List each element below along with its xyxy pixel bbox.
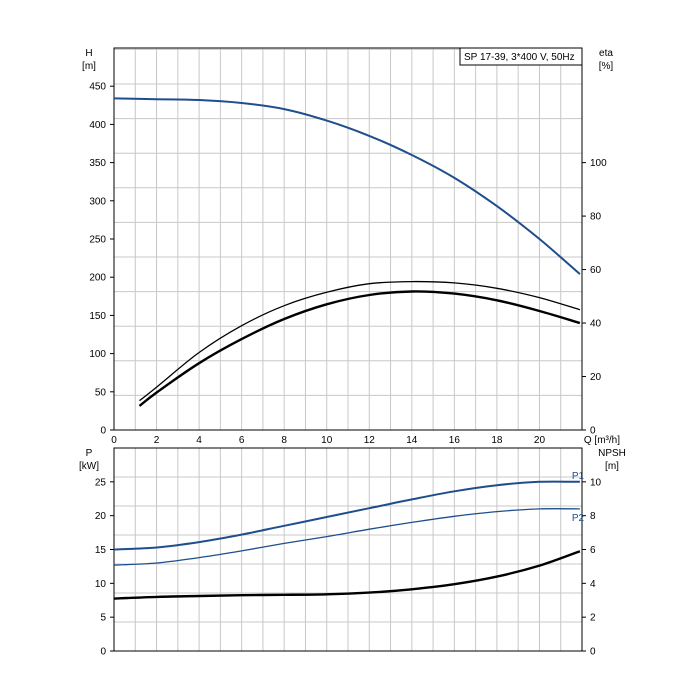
left-tick-label: 20 bbox=[95, 511, 107, 522]
left-tick-label: 250 bbox=[89, 235, 106, 246]
bottom-curves: P1 P2 bbox=[113, 471, 585, 600]
bottom-panel: 0 5 10 15 20 25 0 2 4 6 8 10 P1 P2 P [kW] NPSH [m] bbox=[79, 447, 626, 658]
right-tick-label: 6 bbox=[590, 545, 596, 556]
right-tick-label: 0 bbox=[590, 426, 596, 437]
bottom-tick-labels: 0 5 10 15 20 25 0 2 4 6 8 10 bbox=[95, 477, 602, 657]
x-tick-label: 10 bbox=[321, 435, 333, 446]
right-tick-label: 40 bbox=[590, 319, 602, 330]
top-left-axis-unit: [m] bbox=[82, 61, 96, 72]
right-tick-label: 10 bbox=[590, 477, 602, 488]
left-tick-label: 5 bbox=[100, 613, 106, 624]
top-right-axis-name: eta bbox=[599, 48, 613, 59]
p2-series-line bbox=[113, 508, 580, 566]
top-left-axis-name: H bbox=[85, 48, 92, 59]
chart-title-frame bbox=[459, 47, 583, 66]
top-right-axis-unit: [%] bbox=[599, 61, 614, 72]
top-curves bbox=[113, 97, 581, 407]
right-tick-label: 20 bbox=[590, 372, 602, 383]
left-tick-label: 0 bbox=[100, 647, 106, 658]
series-line bbox=[138, 290, 581, 407]
chart-title: SP 17-39, 3*400 V, 50Hz bbox=[464, 52, 575, 63]
x-tick-label: 12 bbox=[364, 435, 376, 446]
x-tick-label: 4 bbox=[196, 435, 202, 446]
left-tick-label: 50 bbox=[95, 387, 107, 398]
left-tick-label: 25 bbox=[95, 477, 107, 488]
right-tick-label: 100 bbox=[590, 158, 607, 169]
left-tick-label: 0 bbox=[100, 426, 106, 437]
right-tick-label: 4 bbox=[590, 579, 596, 590]
left-tick-label: 350 bbox=[89, 158, 106, 169]
series-line bbox=[113, 97, 581, 275]
x-tick-label: 8 bbox=[281, 435, 287, 446]
x-tick-label: 18 bbox=[491, 435, 503, 446]
bottom-right-axis-name: NPSH bbox=[598, 448, 626, 459]
x-tick-label: 0 bbox=[111, 435, 117, 446]
right-tick-label: 80 bbox=[590, 212, 602, 223]
left-tick-label: 400 bbox=[89, 120, 106, 131]
x-tick-label: 6 bbox=[239, 435, 245, 446]
series-line bbox=[113, 550, 581, 600]
left-tick-label: 450 bbox=[89, 82, 106, 93]
right-tick-label: 2 bbox=[590, 613, 596, 624]
x-tick-label: 16 bbox=[449, 435, 461, 446]
left-tick-label: 300 bbox=[89, 196, 106, 207]
x-tick-label: 14 bbox=[406, 435, 418, 446]
top-tick-labels: 0 50 100 150 200 250 300 350 400 450 0 20 40 60 80 100 0… bbox=[89, 82, 620, 446]
bottom-left-axis-name: P bbox=[86, 448, 93, 459]
top-grid bbox=[114, 48, 582, 430]
series-line bbox=[139, 280, 581, 402]
x-tick-label: 20 bbox=[534, 435, 546, 446]
top-panel: 0 50 100 150 200 250 300 350 400 450 0 20 40 60 80 100 0… bbox=[82, 47, 620, 446]
left-tick-label: 100 bbox=[89, 349, 106, 360]
p1-series-line bbox=[113, 480, 580, 551]
chart-title-box: SP 17-39, 3*400 V, 50Hz bbox=[459, 47, 583, 66]
left-tick-label: 10 bbox=[95, 579, 107, 590]
left-tick-label: 150 bbox=[89, 311, 106, 322]
left-tick-label: 200 bbox=[89, 273, 106, 284]
x-axis-label: Q [m³/h] bbox=[584, 435, 620, 446]
series-label-p1: P1 bbox=[572, 471, 585, 482]
right-tick-label: 60 bbox=[590, 265, 602, 276]
bottom-left-axis-unit: [kW] bbox=[79, 461, 99, 472]
right-tick-label: 8 bbox=[590, 511, 596, 522]
series-label-p2: P2 bbox=[572, 513, 585, 524]
right-tick-label: 0 bbox=[590, 647, 596, 658]
bottom-right-axis-unit: [m] bbox=[605, 461, 619, 472]
bottom-grid bbox=[114, 448, 582, 651]
left-tick-label: 15 bbox=[95, 545, 107, 556]
x-tick-label: 2 bbox=[154, 435, 160, 446]
